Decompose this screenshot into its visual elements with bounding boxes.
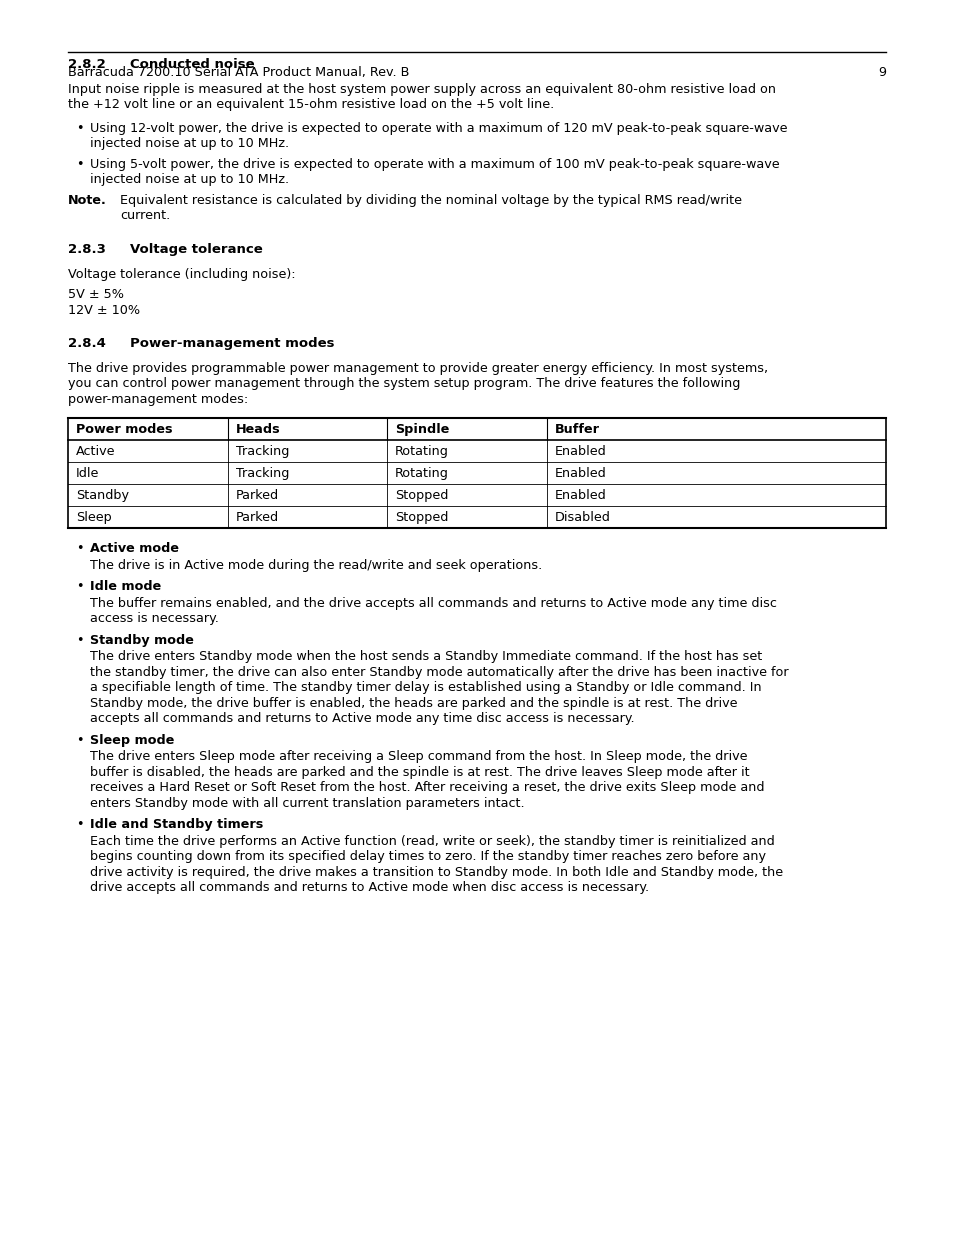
Text: Active mode: Active mode <box>90 542 179 556</box>
Text: Buffer: Buffer <box>554 424 598 436</box>
Text: 2.8.2: 2.8.2 <box>68 58 106 70</box>
Text: The buffer remains enabled, and the drive accepts all commands and returns to Ac: The buffer remains enabled, and the driv… <box>90 597 776 610</box>
Text: The drive enters Sleep mode after receiving a Sleep command from the host. In Sl: The drive enters Sleep mode after receiv… <box>90 751 747 763</box>
Text: •: • <box>76 819 84 831</box>
Text: Each time the drive performs an Active function (read, write or seek), the stand: Each time the drive performs an Active f… <box>90 835 774 848</box>
Text: The drive enters Standby mode when the host sends a Standby Immediate command. I: The drive enters Standby mode when the h… <box>90 651 761 663</box>
Text: drive accepts all commands and returns to Active mode when disc access is necess: drive accepts all commands and returns t… <box>90 882 648 894</box>
Text: Parked: Parked <box>235 511 278 525</box>
Text: injected noise at up to 10 MHz.: injected noise at up to 10 MHz. <box>90 137 289 151</box>
Text: Disabled: Disabled <box>554 511 610 525</box>
Text: accepts all commands and returns to Active mode any time disc access is necessar: accepts all commands and returns to Acti… <box>90 713 634 725</box>
Text: Sleep mode: Sleep mode <box>90 734 174 747</box>
Text: Enabled: Enabled <box>554 446 606 458</box>
Text: 9: 9 <box>877 65 885 79</box>
Text: 2.8.3: 2.8.3 <box>68 243 106 256</box>
Text: drive activity is required, the drive makes a transition to Standby mode. In bot: drive activity is required, the drive ma… <box>90 866 782 879</box>
Text: •: • <box>76 542 84 556</box>
Text: Parked: Parked <box>235 489 278 503</box>
Text: Rotating: Rotating <box>395 467 449 480</box>
Text: Power-management modes: Power-management modes <box>130 337 335 350</box>
Text: Active: Active <box>76 446 115 458</box>
Text: enters Standby mode with all current translation parameters intact.: enters Standby mode with all current tra… <box>90 797 524 810</box>
Text: Idle mode: Idle mode <box>90 580 161 593</box>
Text: Power modes: Power modes <box>76 424 172 436</box>
Text: Stopped: Stopped <box>395 489 448 503</box>
Text: Idle and Standby timers: Idle and Standby timers <box>90 819 263 831</box>
Text: Heads: Heads <box>235 424 280 436</box>
Text: begins counting down from its specified delay times to zero. If the standby time: begins counting down from its specified … <box>90 851 765 863</box>
Text: a specifiable length of time. The standby timer delay is established using a Sta: a specifiable length of time. The standb… <box>90 682 760 694</box>
Text: Equivalent resistance is calculated by dividing the nominal voltage by the typic: Equivalent resistance is calculated by d… <box>120 194 741 206</box>
Text: Enabled: Enabled <box>554 489 606 503</box>
Text: Note.: Note. <box>68 194 107 206</box>
Text: •: • <box>76 634 84 647</box>
Text: •: • <box>76 122 84 135</box>
Text: Tracking: Tracking <box>235 467 289 480</box>
Text: injected noise at up to 10 MHz.: injected noise at up to 10 MHz. <box>90 173 289 186</box>
Text: buffer is disabled, the heads are parked and the spindle is at rest. The drive l: buffer is disabled, the heads are parked… <box>90 766 749 779</box>
Text: The drive provides programmable power management to provide greater energy effic: The drive provides programmable power ma… <box>68 362 767 375</box>
Text: Sleep: Sleep <box>76 511 112 525</box>
Text: the +12 volt line or an equivalent 15-ohm resistive load on the +5 volt line.: the +12 volt line or an equivalent 15-oh… <box>68 99 554 111</box>
Text: Stopped: Stopped <box>395 511 448 525</box>
Text: Using 5-volt power, the drive is expected to operate with a maximum of 100 mV pe: Using 5-volt power, the drive is expecte… <box>90 158 779 170</box>
Text: 2.8.4: 2.8.4 <box>68 337 106 350</box>
Text: 12V ± 10%: 12V ± 10% <box>68 304 140 316</box>
Text: Standby mode: Standby mode <box>90 634 193 647</box>
Text: Standby mode, the drive buffer is enabled, the heads are parked and the spindle : Standby mode, the drive buffer is enable… <box>90 697 737 710</box>
Text: access is necessary.: access is necessary. <box>90 613 218 625</box>
Text: Enabled: Enabled <box>554 467 606 480</box>
Text: current.: current. <box>120 209 170 222</box>
Text: the standby timer, the drive can also enter Standby mode automatically after the: the standby timer, the drive can also en… <box>90 666 788 679</box>
Text: Barracuda 7200.10 Serial ATA Product Manual, Rev. B: Barracuda 7200.10 Serial ATA Product Man… <box>68 65 409 79</box>
Text: Voltage tolerance: Voltage tolerance <box>130 243 262 256</box>
Text: Conducted noise: Conducted noise <box>130 58 254 70</box>
Text: 5V ± 5%: 5V ± 5% <box>68 288 124 301</box>
Text: receives a Hard Reset or Soft Reset from the host. After receiving a reset, the : receives a Hard Reset or Soft Reset from… <box>90 782 763 794</box>
Text: power-management modes:: power-management modes: <box>68 393 248 406</box>
Text: Rotating: Rotating <box>395 446 449 458</box>
Text: Using 12-volt power, the drive is expected to operate with a maximum of 120 mV p: Using 12-volt power, the drive is expect… <box>90 122 786 135</box>
Text: •: • <box>76 158 84 170</box>
Text: Spindle: Spindle <box>395 424 449 436</box>
Text: •: • <box>76 580 84 593</box>
Text: Tracking: Tracking <box>235 446 289 458</box>
Text: Idle: Idle <box>76 467 99 480</box>
Text: •: • <box>76 734 84 747</box>
Text: Standby: Standby <box>76 489 129 503</box>
Text: Voltage tolerance (including noise):: Voltage tolerance (including noise): <box>68 268 295 280</box>
Text: Input noise ripple is measured at the host system power supply across an equival: Input noise ripple is measured at the ho… <box>68 83 775 96</box>
Text: The drive is in Active mode during the read/write and seek operations.: The drive is in Active mode during the r… <box>90 559 541 572</box>
Text: you can control power management through the system setup program. The drive fea: you can control power management through… <box>68 378 740 390</box>
